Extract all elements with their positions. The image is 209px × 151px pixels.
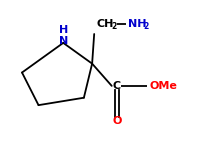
- Text: N: N: [59, 36, 68, 46]
- Text: CH: CH: [96, 19, 114, 29]
- Text: C: C: [113, 81, 121, 91]
- Text: OMe: OMe: [150, 81, 178, 91]
- Text: NH: NH: [128, 19, 147, 29]
- Text: 2: 2: [111, 22, 117, 31]
- Text: 2: 2: [143, 22, 148, 31]
- Text: H: H: [59, 25, 68, 35]
- Text: O: O: [112, 116, 122, 126]
